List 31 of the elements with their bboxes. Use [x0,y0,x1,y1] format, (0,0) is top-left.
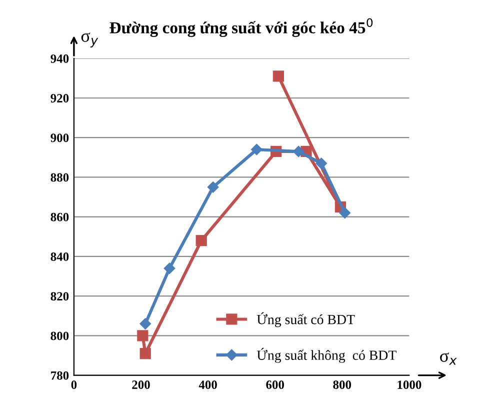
y-tick-label: 920 [50,94,69,102]
x-tick-label: 200 [132,380,150,389]
point [339,207,350,218]
chart-title: Đường cong ứng suất với góc kéo 45$^{0}$ [110,18,373,37]
y-tick-label: 840 [50,252,69,261]
x-tick-label: 600 [266,380,284,389]
legend-label: Ứng suất có BDT [256,312,355,328]
x-tick-label: 800 [333,380,352,389]
y-tick-label: 820 [50,292,69,301]
point [207,182,219,193]
point [137,330,148,342]
y-tick-label: 880 [50,173,69,182]
x-tick-label: 0 [71,380,77,389]
y-tick-label: 800 [50,332,69,340]
point [196,235,207,246]
point [140,318,151,330]
y-tick-label: 780 [51,371,69,380]
point [164,262,176,274]
y-axis-title: σ$_{y}$ [81,32,98,48]
y-tick-label: 860 [50,212,69,222]
legend-label: Ứng suất không có BDT [256,348,396,363]
y-tick-label: 940 [50,54,69,63]
point [292,146,304,158]
point [272,70,284,82]
point [140,348,151,360]
x-tick-label: 400 [198,380,217,389]
x-tick-label: 1000 [398,380,422,389]
point [316,158,327,169]
y-tick-label: 900 [50,134,69,142]
point [251,144,262,156]
x-axis-title: σ$_{x}$ [440,352,457,365]
